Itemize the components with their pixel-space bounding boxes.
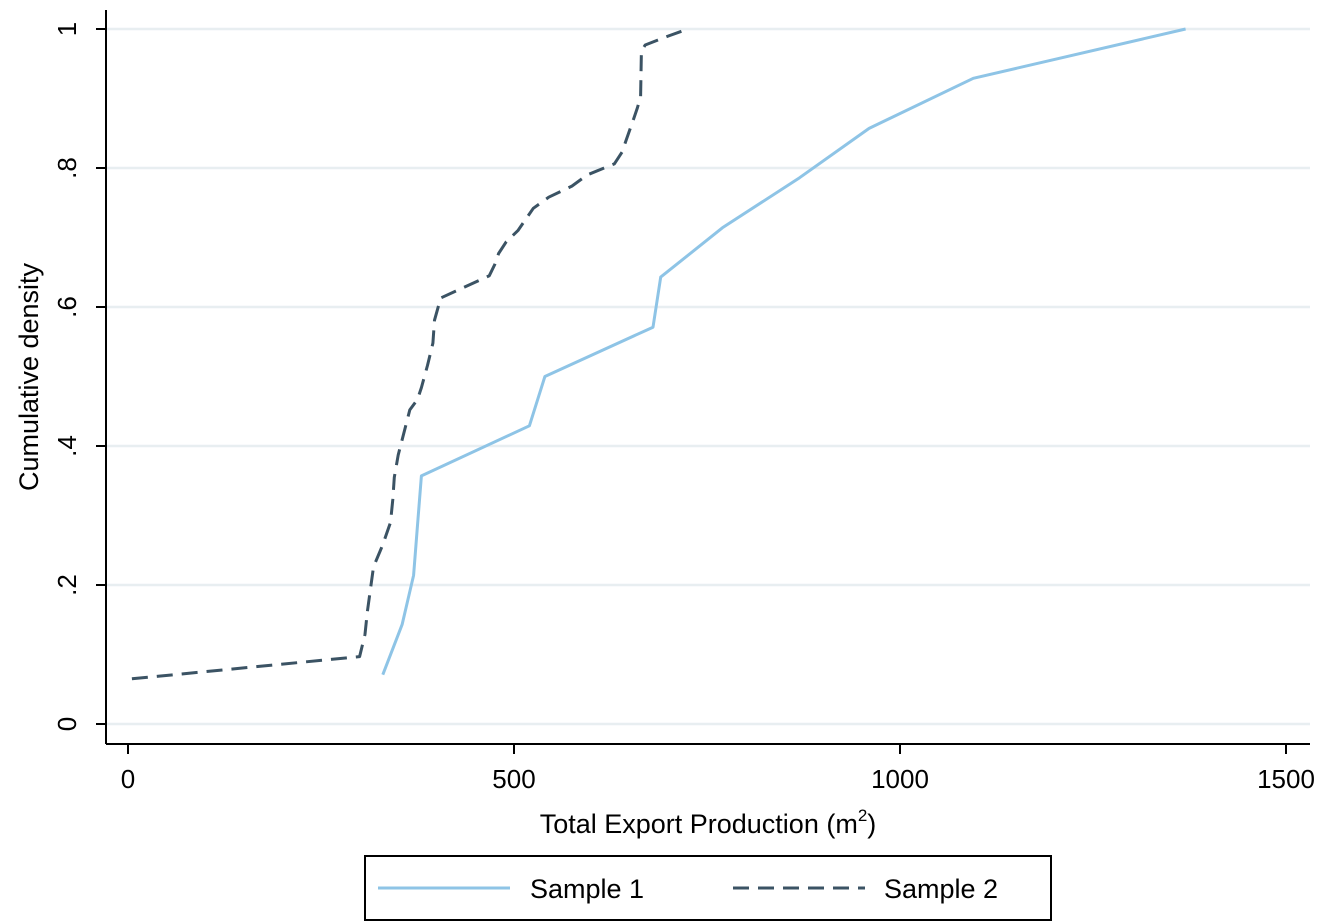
x-axis-title-suffix: ) <box>867 809 876 839</box>
y-tick-label-0: 0 <box>52 717 82 731</box>
x-axis-title: Total Export Production (m2) <box>540 806 877 839</box>
x-tick-label-3: 1500 <box>1257 764 1315 794</box>
x-axis-title-sup: 2 <box>858 806 867 825</box>
x-tick-label-0: 0 <box>121 764 135 794</box>
x-axis-title-main: Total Export Production (m <box>540 809 858 839</box>
y-tick-label-4: .8 <box>52 157 82 179</box>
legend-label-sample-1: Sample 1 <box>530 874 644 904</box>
series-lines <box>131 27 1186 681</box>
legend-label-sample-2: Sample 2 <box>884 874 998 904</box>
y-axis-title: Cumulative density <box>14 262 44 491</box>
y-tick-label-3: .6 <box>52 296 82 318</box>
y-tick-label-1: .2 <box>52 574 82 596</box>
axes <box>96 10 1310 754</box>
legend-box <box>364 855 1052 921</box>
legend: Sample 1 Sample 2 <box>364 855 1052 921</box>
series-line-1 <box>381 27 1186 676</box>
series-line-2 <box>131 27 689 681</box>
x-tick-label-1: 500 <box>492 764 535 794</box>
y-tick-label-2: .4 <box>52 435 82 457</box>
tick-labels: 0 .2 .4 .6 .8 1 0 500 1000 1500 <box>52 22 1315 794</box>
y-tick-label-5: 1 <box>52 22 82 36</box>
x-tick-label-2: 1000 <box>871 764 929 794</box>
gridlines <box>106 27 1310 726</box>
